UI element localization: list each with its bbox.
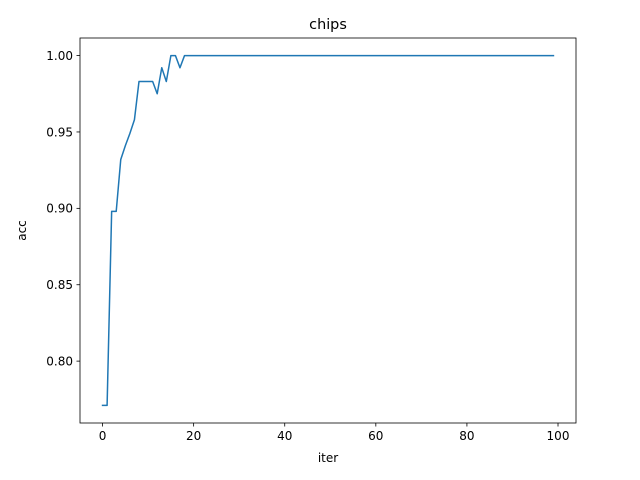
x-tick-label: 60 xyxy=(368,429,383,443)
y-tick-label: 0.90 xyxy=(46,202,73,216)
series-layer xyxy=(101,54,555,407)
plot-frame xyxy=(79,37,577,424)
x-tick-label: 40 xyxy=(277,429,292,443)
x-tick-label: 0 xyxy=(99,429,107,443)
y-axis-ticks: 0.80 0.85 0.90 0.95 1.00 xyxy=(46,49,80,368)
x-axis-ticks: 0 20 40 60 80 100 xyxy=(99,423,570,443)
y-axis-label: acc xyxy=(15,220,29,241)
y-tick-label: 0.80 xyxy=(46,354,73,368)
series-line-0 xyxy=(101,54,555,407)
x-tick-label: 100 xyxy=(547,429,570,443)
y-tick-label: 0.85 xyxy=(46,278,73,292)
x-tick-label: 80 xyxy=(459,429,474,443)
x-axis-label: iter xyxy=(318,451,338,465)
y-tick-label: 0.95 xyxy=(46,125,73,139)
y-tick-label: 1.00 xyxy=(46,49,73,63)
plot-area xyxy=(80,38,576,423)
chart-title: chips xyxy=(309,17,347,33)
x-tick-label: 20 xyxy=(186,429,201,443)
